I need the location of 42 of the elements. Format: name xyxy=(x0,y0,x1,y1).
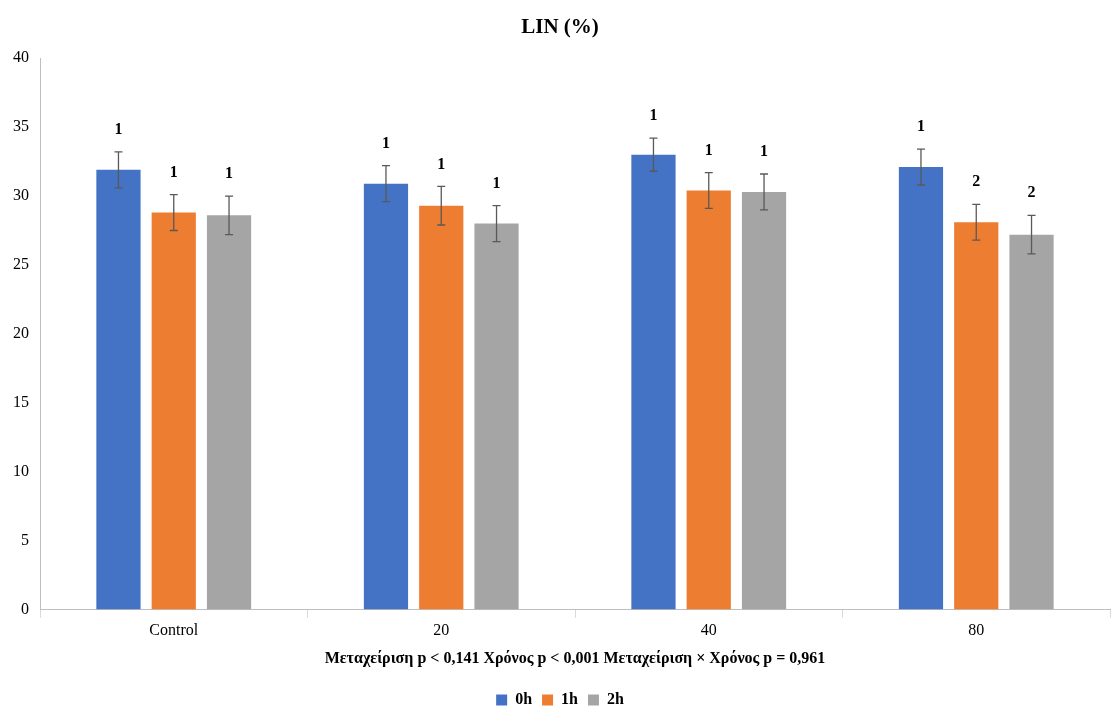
annotation: 1 xyxy=(760,142,769,160)
annotation: 1 xyxy=(437,154,446,172)
bar xyxy=(96,169,141,610)
annotation: 2 xyxy=(972,172,981,190)
annotation: 2 xyxy=(1027,183,1036,201)
annotation: 1 xyxy=(704,140,713,158)
bar xyxy=(419,205,464,610)
x-tick-label: 20 xyxy=(433,621,450,639)
chart-title: LIN (%) xyxy=(521,14,599,39)
bar xyxy=(631,154,676,610)
annotation: 1 xyxy=(381,133,390,151)
annotation: 1 xyxy=(649,106,658,124)
x-tick-label: 40 xyxy=(700,621,717,639)
annotation: 1 xyxy=(114,120,123,138)
y-tick-label: 10 xyxy=(13,461,29,479)
x-axis-title: Μεταχείριση p < 0,141 Χρόνος p < 0,001 Μεταχείριση × Χρόνος p = 0,961 xyxy=(324,648,826,667)
legend-label: 2h xyxy=(606,690,624,708)
y-tick-label: 30 xyxy=(13,186,29,204)
bar xyxy=(898,167,944,610)
bar xyxy=(686,190,731,610)
legend-label: 1h xyxy=(561,690,579,708)
bar xyxy=(363,183,409,610)
y-tick-label: 35 xyxy=(13,117,29,135)
y-tick-label: 0 xyxy=(21,599,29,617)
annotation: 1 xyxy=(916,117,925,135)
bar xyxy=(474,223,519,610)
annotation: 1 xyxy=(492,173,501,191)
bar xyxy=(1009,234,1054,610)
x-tick-label: 80 xyxy=(968,621,985,639)
bar xyxy=(151,212,196,610)
y-tick-label: 15 xyxy=(13,393,29,411)
annotation: 1 xyxy=(225,164,234,182)
y-tick-label: 40 xyxy=(13,48,29,66)
y-tick-label: 5 xyxy=(21,530,29,548)
bar xyxy=(954,222,999,610)
x-tick-label: Control xyxy=(149,621,199,639)
legend-label: 0h xyxy=(515,690,533,708)
bar xyxy=(741,191,787,610)
y-tick-label: 25 xyxy=(13,255,29,273)
bar xyxy=(206,215,252,610)
annotation: 1 xyxy=(169,162,178,180)
y-tick-label: 20 xyxy=(13,324,29,342)
